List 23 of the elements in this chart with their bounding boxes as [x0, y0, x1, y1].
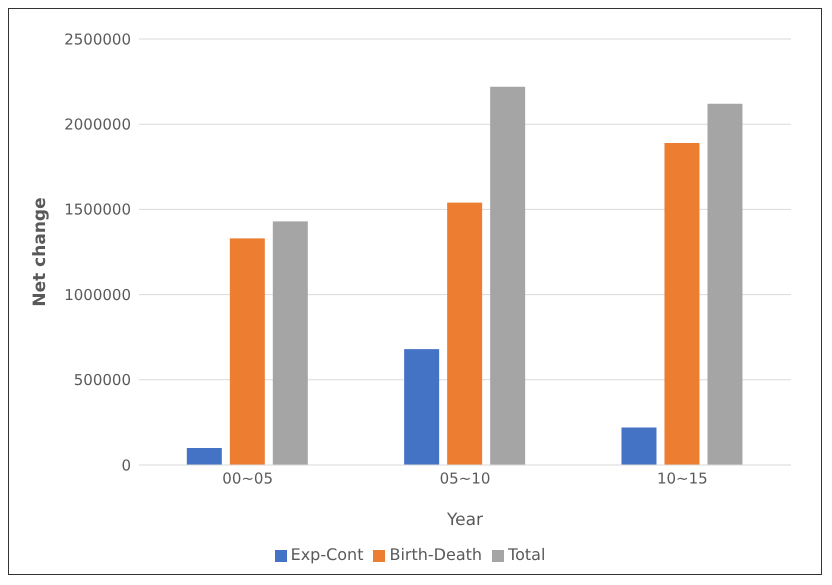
bar: [490, 86, 526, 465]
y-axis-title: Net change: [30, 197, 50, 307]
y-tick-label: 1500000: [64, 200, 131, 219]
y-tick-label: 1000000: [64, 286, 131, 304]
x-axis-title: Year: [446, 510, 484, 530]
legend-label: Exp-Cont: [290, 545, 364, 564]
legend-label: Total: [508, 545, 546, 564]
y-tick-label: 2000000: [64, 116, 131, 134]
bar: [447, 202, 482, 465]
y-tick-label: 0: [121, 456, 131, 474]
bar: [230, 238, 265, 465]
y-tick-label: 2500000: [64, 30, 131, 48]
x-tick-label: 00~05: [222, 470, 274, 488]
bar: [707, 104, 742, 465]
bar: [404, 349, 440, 465]
bar: [621, 428, 656, 465]
x-tick-label: 10~15: [656, 470, 708, 488]
legend-label: Birth-Death: [389, 545, 482, 564]
bar: [664, 142, 700, 465]
x-tick-label: 05~10: [440, 470, 490, 488]
bar: [272, 221, 308, 465]
bar: [186, 448, 222, 465]
y-tick-label: 500000: [74, 371, 131, 390]
